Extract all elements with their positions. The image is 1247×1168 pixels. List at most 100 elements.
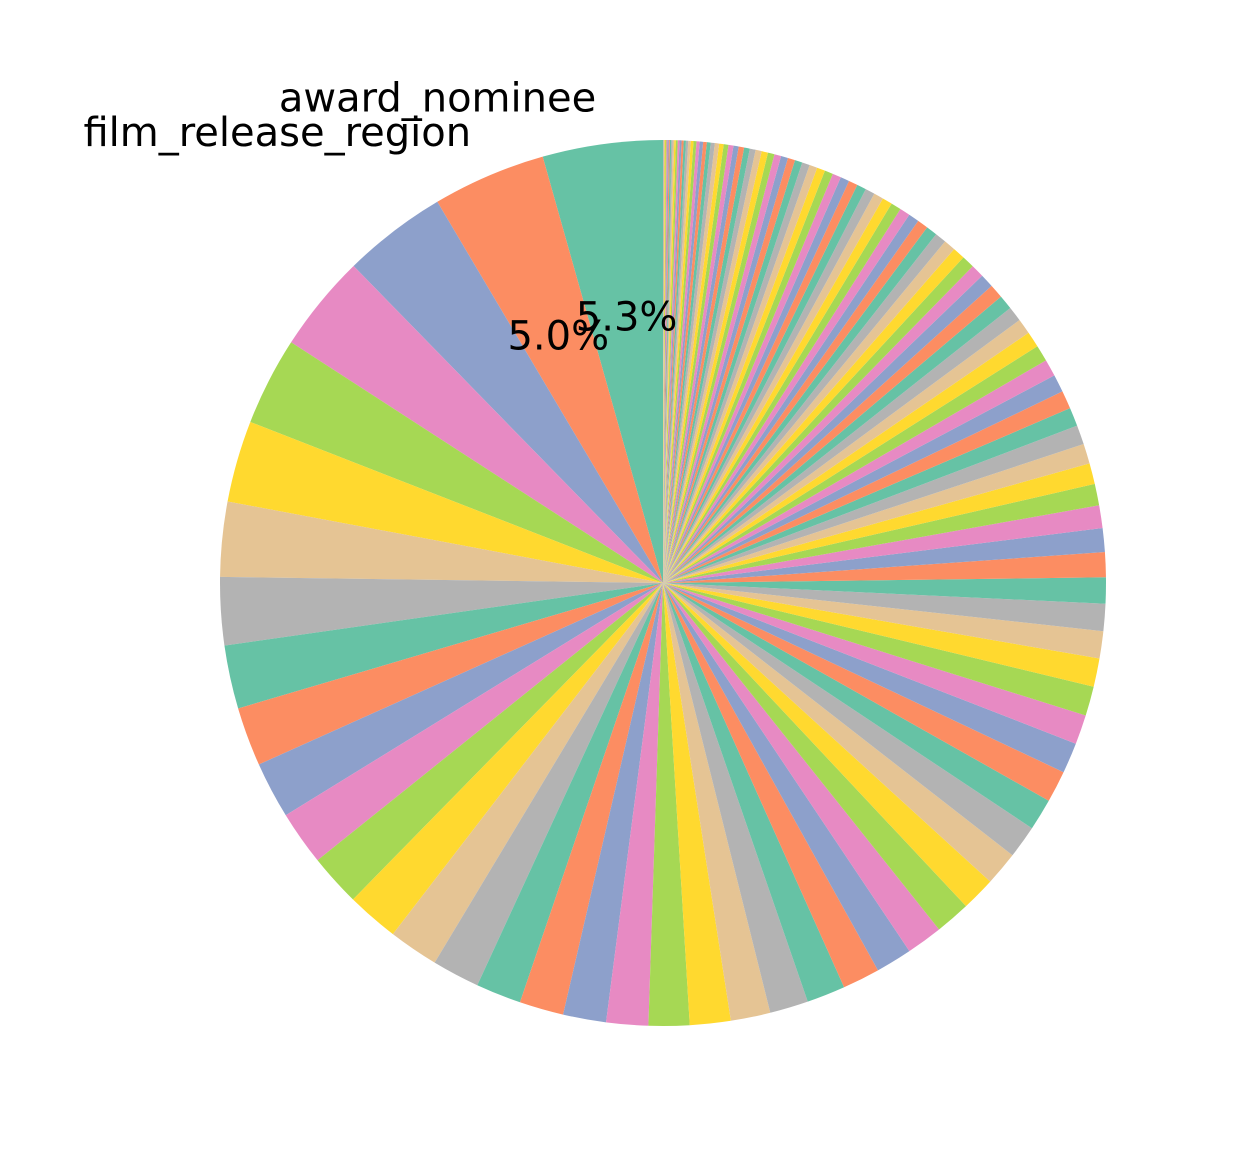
pie-slice	[663, 141, 704, 583]
pie-slice	[663, 285, 1001, 583]
pie-slice	[663, 583, 1013, 882]
pie-slice	[663, 296, 1011, 583]
pie-slice	[663, 320, 1029, 583]
pie-slice	[648, 583, 690, 1027]
pie-slice	[437, 156, 663, 583]
pie-slice	[663, 140, 669, 583]
pie-slice	[663, 157, 795, 584]
pie-slice	[663, 332, 1038, 583]
pie-labels: award_nominee film_release_region 5.3% 5…	[83, 75, 677, 359]
pie-slice	[663, 198, 892, 583]
pie-slice	[285, 583, 663, 861]
pie-slice	[663, 162, 810, 583]
pie-slice	[663, 275, 992, 583]
pie-slice	[663, 147, 750, 583]
pie-slice	[663, 140, 667, 583]
pie-slice	[663, 139, 664, 583]
pie-slice	[663, 203, 901, 583]
pie-slice	[663, 583, 940, 952]
pie-slice	[663, 140, 686, 584]
pie-slice	[663, 140, 672, 584]
pie-slice	[663, 583, 845, 1002]
pie-slice	[663, 170, 833, 583]
pie-slice	[317, 583, 663, 900]
pie-slice	[663, 583, 1106, 632]
pie-slice	[663, 189, 875, 583]
pie-slice	[663, 583, 1049, 829]
slice-label-film-release-region: film_release_region	[83, 110, 471, 156]
pie-slice	[663, 140, 673, 583]
pie-slice	[519, 583, 663, 1015]
pie-slice	[663, 425, 1084, 583]
pie-slice	[434, 583, 663, 986]
pie-slice	[663, 220, 928, 583]
pie-slice	[663, 140, 691, 583]
pie-slice	[542, 140, 663, 583]
pie-slice	[663, 140, 684, 583]
pie-slice	[606, 583, 663, 1026]
pie-slice	[663, 177, 850, 583]
pie-slice	[663, 152, 775, 583]
pie-slice	[663, 141, 697, 584]
pie-slice	[663, 140, 689, 583]
pie-slice	[250, 342, 664, 583]
pie-slice	[663, 140, 675, 584]
pie-slice	[663, 583, 991, 907]
pie-slice	[291, 265, 663, 583]
pie-slice	[663, 140, 694, 583]
pie-slice	[227, 421, 663, 583]
pie-slice	[663, 180, 858, 583]
pie-slice	[663, 227, 937, 583]
pie-slice	[663, 156, 788, 583]
pie-slice	[663, 148, 756, 583]
pie-slice	[663, 583, 1076, 773]
pie-slice	[663, 552, 1106, 583]
pie-slice	[663, 140, 682, 583]
pie-slice	[663, 577, 1106, 604]
pie-slice	[663, 249, 964, 583]
pie-slice	[663, 149, 762, 584]
pie-slice	[663, 140, 670, 584]
pie-slice	[663, 528, 1105, 583]
pie-slice	[477, 583, 663, 1003]
pie-slice	[663, 583, 1094, 716]
pie-slice	[663, 214, 919, 583]
pie-slice	[663, 266, 983, 583]
pie-slice	[663, 583, 967, 930]
pie-slice	[238, 583, 663, 765]
pie-slice	[663, 583, 1100, 687]
pie-slice	[663, 583, 1104, 659]
pie-slice	[663, 193, 883, 583]
pie-slice	[220, 501, 664, 583]
pie-slice	[663, 257, 973, 583]
pie-slice	[663, 140, 680, 584]
pie-slice	[219, 576, 664, 646]
pie-slice	[663, 307, 1020, 583]
pie-slice	[663, 144, 734, 583]
pie-slice	[563, 583, 663, 1023]
pie-slice	[663, 360, 1055, 583]
pie-slice	[392, 583, 663, 963]
pie-slice	[663, 408, 1078, 583]
pie-slice	[663, 154, 782, 583]
pie-slice	[663, 583, 1086, 744]
pie-slice	[663, 583, 808, 1013]
pie-slice	[224, 583, 663, 709]
pie-slice	[663, 444, 1090, 583]
pie-slice	[663, 146, 745, 583]
pie-slice	[663, 583, 731, 1026]
pie-slice	[663, 583, 1064, 801]
pie-slice	[663, 142, 715, 583]
pie-slice	[663, 583, 771, 1021]
pie-slice	[663, 142, 711, 584]
pie-slice	[663, 151, 768, 583]
pie-slice	[663, 234, 946, 583]
pie-slice	[663, 583, 1032, 856]
pie-slice	[353, 201, 663, 584]
pie-slice	[663, 583, 910, 971]
pie-slice	[663, 160, 803, 583]
slice-percent-award-nominee: 5.3%	[576, 295, 678, 341]
pie-slice	[663, 483, 1100, 583]
pie-slice	[353, 583, 663, 935]
